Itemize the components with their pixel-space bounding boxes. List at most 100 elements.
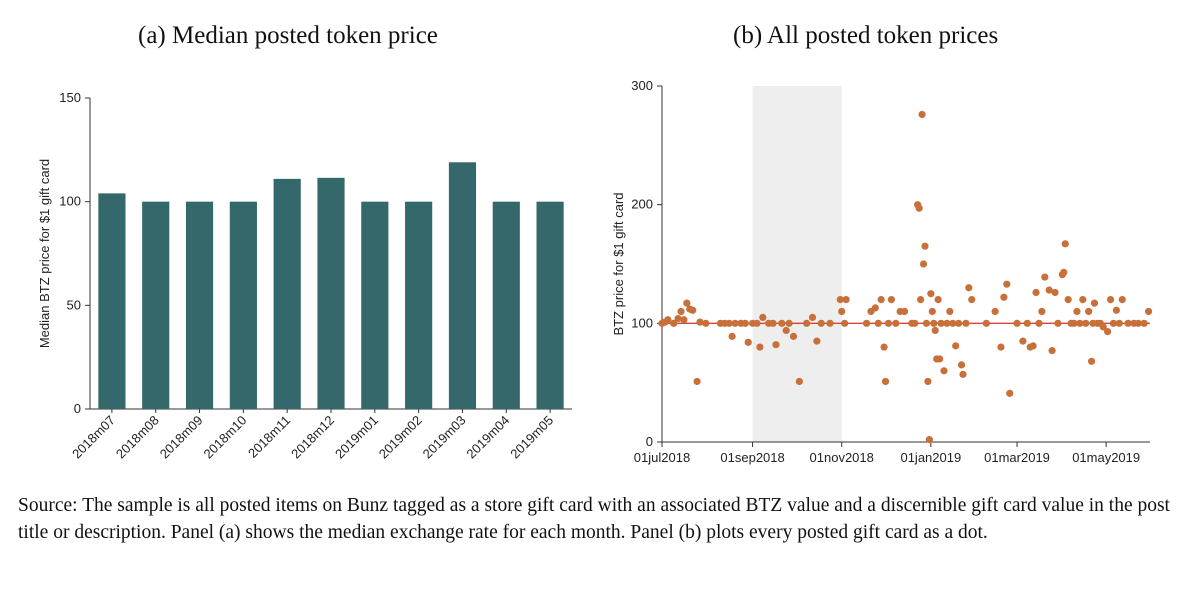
data-point — [874, 319, 882, 327]
data-point — [744, 338, 752, 346]
data-point — [1000, 293, 1008, 301]
bar — [448, 162, 477, 409]
data-point — [689, 306, 697, 314]
data-point — [862, 319, 871, 327]
data-point — [1035, 319, 1043, 327]
data-point — [1118, 296, 1126, 304]
data-point — [1060, 268, 1068, 276]
y-axis-title: Median BTZ price for $1 gift card — [37, 159, 52, 348]
data-point — [957, 361, 966, 369]
data-point — [1106, 296, 1115, 304]
y-tick-label: 50 — [67, 297, 81, 312]
data-point — [1073, 307, 1081, 316]
data-point — [1041, 273, 1049, 281]
data-point — [962, 319, 970, 327]
data-point — [1076, 319, 1084, 327]
data-point — [785, 319, 793, 327]
data-point — [936, 355, 944, 363]
data-point — [1115, 319, 1123, 327]
bar — [492, 201, 520, 409]
data-point — [871, 304, 879, 312]
data-point — [693, 377, 701, 386]
data-point — [664, 316, 672, 324]
data-point — [959, 370, 967, 378]
data-point — [919, 260, 928, 268]
data-point — [1006, 389, 1014, 397]
data-point — [813, 337, 821, 345]
bar — [98, 193, 126, 409]
x-tick-label: 01sep2018 — [720, 450, 784, 465]
data-point — [670, 319, 678, 327]
data-point — [968, 296, 976, 304]
data-point — [937, 319, 945, 327]
data-point — [922, 319, 931, 327]
bar — [273, 178, 301, 409]
y-tick-label: 0 — [646, 434, 653, 449]
y-tick-label: 0 — [74, 401, 81, 416]
data-point — [731, 319, 739, 327]
data-point — [880, 343, 888, 351]
data-point — [982, 319, 990, 327]
data-point — [991, 307, 999, 316]
data-point — [965, 284, 973, 292]
data-point — [952, 342, 960, 350]
data-point — [1109, 319, 1118, 327]
data-point — [1003, 280, 1011, 288]
figure-caption: Source: The sample is all posted items o… — [18, 495, 1170, 543]
data-point — [808, 313, 817, 321]
bar — [405, 201, 433, 409]
data-point — [769, 319, 777, 327]
data-point — [696, 318, 704, 326]
data-point — [1144, 307, 1153, 316]
data-point — [1023, 319, 1031, 327]
data-point — [997, 343, 1005, 351]
data-point — [943, 319, 951, 327]
data-point — [1064, 296, 1072, 304]
bar — [229, 201, 257, 409]
bar — [536, 201, 564, 409]
panel-b-title: (b) All posted token prices — [733, 22, 999, 49]
data-point — [1051, 288, 1059, 297]
data-point — [1019, 337, 1027, 345]
data-point — [778, 319, 786, 327]
data-point — [946, 307, 954, 316]
data-point — [772, 341, 780, 349]
data-point — [1099, 323, 1107, 331]
data-point — [900, 307, 909, 316]
data-point — [924, 377, 932, 386]
data-point — [841, 319, 849, 327]
bar-chart-median-price: 0501001502018m072018m082018m092018m10201… — [37, 90, 572, 461]
x-tick-label: 01may2019 — [1072, 450, 1140, 465]
y-tick-label: 300 — [631, 78, 653, 93]
data-point — [928, 307, 936, 316]
bar — [185, 201, 214, 409]
x-tick-label: 01mar2019 — [984, 450, 1050, 465]
panel-a-title: (a) Median posted token price — [138, 22, 438, 49]
data-point — [949, 319, 957, 327]
data-point — [677, 307, 685, 316]
data-point — [1140, 319, 1148, 327]
x-tick-label: 01jan2019 — [900, 450, 961, 465]
data-point — [1013, 319, 1021, 327]
x-tick-label: 01nov2018 — [810, 450, 874, 465]
data-point — [887, 296, 895, 304]
shaded-period — [752, 86, 842, 442]
data-point — [1032, 288, 1040, 297]
data-point — [1112, 306, 1120, 314]
scatter-chart-all-prices: 0 100 200 300 01jul2018 01sep2018 01nov2018 01j… — [611, 78, 1153, 465]
data-point — [836, 296, 844, 304]
data-point — [803, 319, 811, 327]
data-point — [1134, 319, 1142, 327]
bar — [317, 177, 345, 409]
y-tick-label: 150 — [59, 90, 81, 105]
data-point — [1048, 347, 1056, 355]
data-point — [892, 319, 900, 327]
data-point — [838, 307, 846, 316]
data-point — [1124, 319, 1132, 327]
data-point — [1054, 319, 1062, 327]
data-point — [917, 296, 925, 304]
data-point — [789, 332, 798, 340]
data-point — [741, 319, 749, 327]
data-point — [1090, 299, 1099, 307]
data-point — [826, 319, 834, 327]
